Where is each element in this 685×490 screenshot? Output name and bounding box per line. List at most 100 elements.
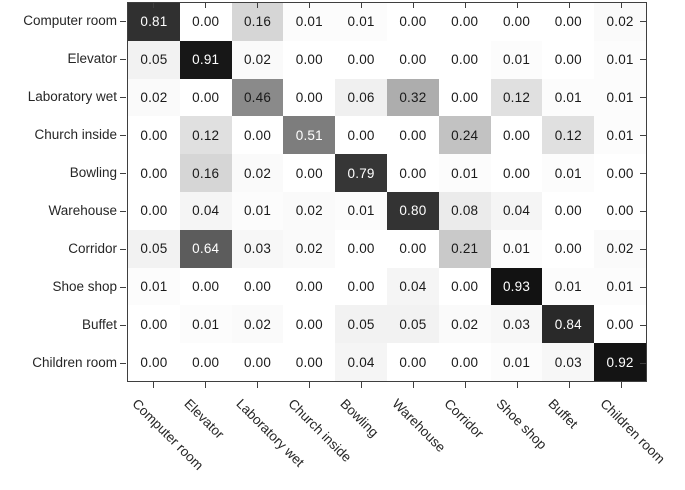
matrix-cell: 0.00 [128, 191, 180, 230]
matrix-cell: 0.00 [438, 40, 491, 79]
matrix-cell: 0.00 [386, 3, 439, 41]
matrix-cell: 0.01 [542, 78, 595, 117]
tick-mark [640, 363, 646, 364]
matrix-cell: 0.00 [128, 343, 180, 381]
matrix-cell: 0.05 [335, 305, 387, 344]
tick-mark [465, 2, 466, 8]
tick-mark [120, 249, 126, 250]
tick-mark [120, 21, 126, 22]
matrix-cell: 0.02 [231, 154, 284, 192]
matrix-cell: 0.01 [542, 267, 595, 306]
matrix-cell: 0.00 [283, 305, 336, 344]
matrix-cell: 0.01 [179, 305, 232, 344]
row-label: Elevator [67, 51, 117, 66]
matrix-cell: 0.01 [231, 191, 284, 230]
matrix-cell: 0.00 [542, 229, 595, 268]
matrix-cell: 0.05 [386, 305, 439, 344]
tick-mark [640, 21, 646, 22]
matrix-cell: 0.00 [386, 116, 439, 155]
matrix-cell: 0.92 [594, 343, 646, 381]
matrix-cell: 0.00 [542, 40, 595, 79]
tick-mark [413, 2, 414, 8]
tick-mark [465, 382, 466, 388]
tick-mark [257, 382, 258, 388]
matrix-cell: 0.00 [594, 154, 646, 192]
row-label: Warehouse [48, 203, 117, 218]
matrix-cell: 0.00 [283, 343, 336, 381]
matrix-cell: 0.51 [283, 116, 336, 155]
matrix-cell: 0.16 [179, 154, 232, 192]
row-label: Shoe shop [52, 279, 117, 294]
tick-mark [257, 2, 258, 8]
matrix-cell: 0.00 [490, 154, 543, 192]
tick-mark [205, 2, 206, 8]
matrix-cell: 0.00 [335, 267, 387, 306]
matrix-cell: 0.00 [335, 40, 387, 79]
tick-mark [640, 135, 646, 136]
row-label: Corridor [68, 241, 117, 256]
matrix-cell: 0.01 [128, 267, 180, 306]
tick-mark [153, 2, 154, 8]
tick-mark [120, 97, 126, 98]
col-label: Warehouse [389, 396, 449, 456]
matrix-cell: 0.00 [438, 3, 491, 41]
tick-mark [517, 2, 518, 8]
matrix-cell: 0.46 [231, 78, 284, 117]
tick-mark [621, 2, 622, 8]
matrix-cell: 0.01 [542, 154, 595, 192]
matrix-cell: 0.93 [490, 267, 543, 306]
tick-mark [205, 382, 206, 388]
tick-mark [640, 211, 646, 212]
tick-mark [640, 59, 646, 60]
tick-mark [640, 249, 646, 250]
matrix-cell: 0.02 [231, 305, 284, 344]
matrix-cell: 0.01 [283, 3, 336, 41]
matrix-cell: 0.00 [231, 343, 284, 381]
matrix-cell: 0.04 [386, 267, 439, 306]
matrix-cell: 0.79 [335, 154, 387, 192]
col-label: Corridor [441, 396, 487, 442]
tick-mark [120, 211, 126, 212]
tick-mark [569, 382, 570, 388]
tick-mark [120, 173, 126, 174]
tick-mark [120, 325, 126, 326]
tick-mark [309, 382, 310, 388]
matrix-cell: 0.00 [283, 40, 336, 79]
matrix-cell: 0.32 [386, 78, 439, 117]
row-label: Children room [32, 355, 117, 370]
matrix-cell: 0.84 [542, 305, 595, 344]
matrix-cell: 0.02 [594, 3, 646, 41]
matrix-cell: 0.01 [594, 78, 646, 117]
matrix-cell: 0.00 [128, 116, 180, 155]
matrix-cell: 0.03 [231, 229, 284, 268]
matrix-cell: 0.01 [335, 191, 387, 230]
matrix-cell: 0.03 [542, 343, 595, 381]
matrix-cell: 0.03 [490, 305, 543, 344]
matrix-cell: 0.00 [490, 116, 543, 155]
matrix-cell: 0.00 [386, 154, 439, 192]
col-label: Shoe shop [493, 396, 550, 453]
matrix-cell: 0.21 [438, 229, 491, 268]
matrix-cell: 0.12 [542, 116, 595, 155]
tick-mark [153, 382, 154, 388]
matrix-cell: 0.00 [179, 267, 232, 306]
tick-mark [120, 363, 126, 364]
row-label: Buffet [81, 317, 117, 332]
tick-mark [640, 287, 646, 288]
row-label: Bowling [69, 165, 117, 180]
tick-mark [361, 2, 362, 8]
matrix-cell: 0.02 [283, 229, 336, 268]
matrix-cell: 0.64 [179, 229, 232, 268]
matrix-cell: 0.02 [594, 229, 646, 268]
matrix-cell: 0.12 [179, 116, 232, 155]
matrix-cell: 0.00 [179, 343, 232, 381]
matrix-cell: 0.00 [594, 305, 646, 344]
matrix-cell: 0.01 [438, 154, 491, 192]
matrix-cell: 0.00 [542, 3, 595, 41]
matrix-cell: 0.00 [438, 343, 491, 381]
matrix-cell: 0.00 [231, 267, 284, 306]
matrix-cell: 0.01 [594, 116, 646, 155]
matrix-cell: 0.04 [179, 191, 232, 230]
matrix-cell: 0.02 [231, 40, 284, 79]
